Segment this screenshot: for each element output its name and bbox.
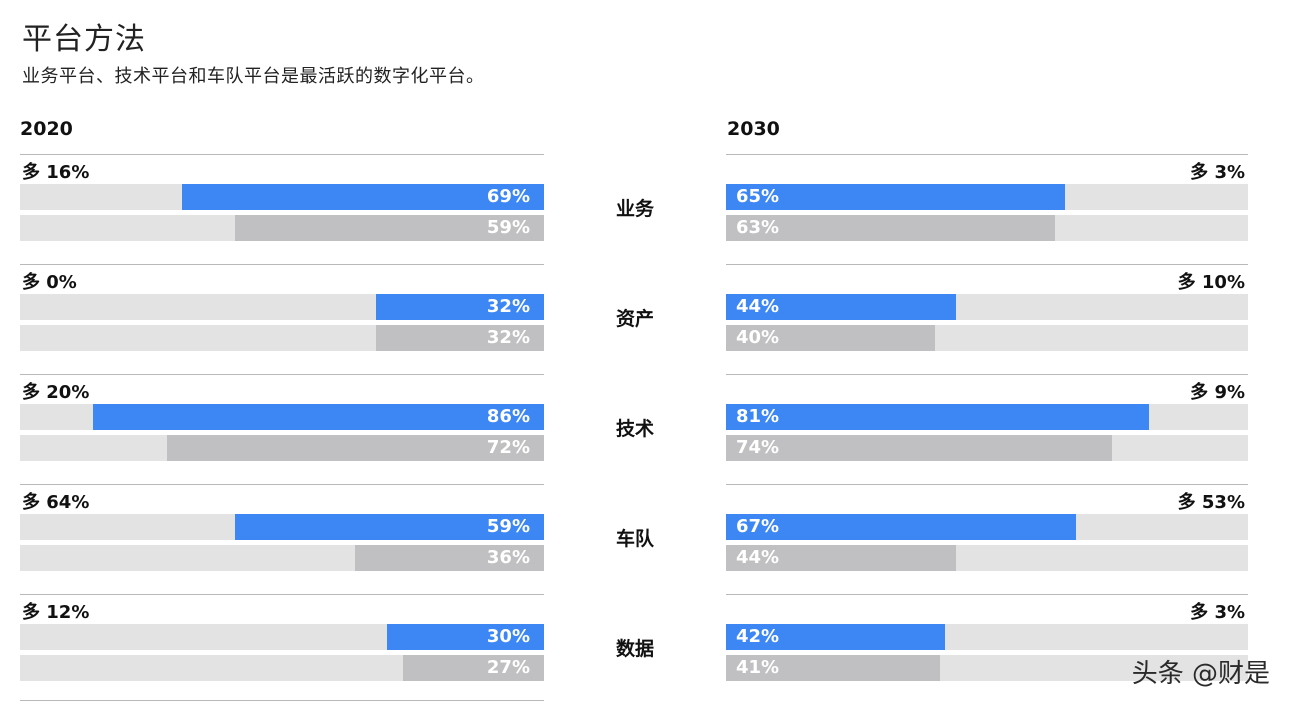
- year-label-2020: 2020: [20, 118, 73, 140]
- row-separator: [726, 154, 1248, 155]
- data-label: 42%: [736, 626, 780, 647]
- data-label: 74%: [736, 437, 780, 458]
- bar-2030-primary: [726, 404, 1149, 430]
- year-label-2030: 2030: [727, 118, 780, 140]
- chart-title: 平台方法: [22, 22, 146, 57]
- data-label: 32%: [486, 296, 530, 317]
- bar-2030-secondary: [726, 325, 935, 351]
- data-label: 30%: [486, 626, 530, 647]
- bar-track: 72%: [20, 435, 544, 461]
- bar-2030-primary: [726, 624, 945, 650]
- diff-label-2020: 多 64%: [22, 492, 90, 513]
- data-label: 36%: [486, 547, 530, 568]
- category-label: 资产: [615, 308, 654, 330]
- bar-2030-secondary: [726, 215, 1055, 241]
- data-label: 67%: [736, 516, 780, 537]
- row-separator: [20, 154, 544, 155]
- data-label: 40%: [736, 327, 780, 348]
- category-label: 车队: [615, 528, 654, 550]
- row-separator: [726, 594, 1248, 595]
- data-label: 81%: [736, 406, 780, 427]
- bar-2030-secondary: [726, 655, 940, 681]
- data-label: 86%: [486, 406, 530, 427]
- bar-track: 74%: [726, 435, 1248, 461]
- bar-track: 44%: [726, 294, 1248, 320]
- watermark: 头条 @财是: [1131, 659, 1270, 689]
- bar-2020-primary: [182, 184, 544, 210]
- bar-2020-secondary: [235, 215, 544, 241]
- data-label: 59%: [486, 217, 530, 238]
- bar-2030-secondary: [726, 545, 956, 571]
- bar-track: 69%: [20, 184, 544, 210]
- data-label: 27%: [486, 657, 530, 678]
- bar-track: 41%: [726, 655, 1248, 681]
- row-separator: [20, 594, 544, 595]
- diff-label-2020: 多 20%: [22, 382, 90, 403]
- bar-track: 65%: [726, 184, 1248, 210]
- bar-2020-secondary: [403, 655, 544, 681]
- data-label: 59%: [486, 516, 530, 537]
- bar-2030-primary: [726, 184, 1065, 210]
- bar-track: 67%: [726, 514, 1248, 540]
- bar-track: 44%: [726, 545, 1248, 571]
- chart-subtitle: 业务平台、技术平台和车队平台是最活跃的数字化平台。: [22, 66, 485, 87]
- diff-label-2030: 多 9%: [1190, 382, 1245, 403]
- row-separator: [20, 700, 544, 701]
- bar-track: 81%: [726, 404, 1248, 430]
- bar-track: 30%: [20, 624, 544, 650]
- diff-label-2030: 多 3%: [1190, 162, 1245, 183]
- bar-2020-primary: [235, 514, 544, 540]
- bar-track: 59%: [20, 514, 544, 540]
- bar-track: 40%: [726, 325, 1248, 351]
- diff-label-2020: 多 12%: [22, 602, 90, 623]
- data-label: 44%: [736, 296, 780, 317]
- row-separator: [20, 264, 544, 265]
- bar-track: 63%: [726, 215, 1248, 241]
- bar-track: 59%: [20, 215, 544, 241]
- category-label: 业务: [615, 198, 654, 220]
- row-separator: [726, 484, 1248, 485]
- bar-track: 86%: [20, 404, 544, 430]
- category-label: 技术: [615, 418, 654, 440]
- bar-2020-primary: [387, 624, 544, 650]
- bar-2020-primary: [376, 294, 544, 320]
- bar-2020-secondary: [376, 325, 544, 351]
- bar-track: 42%: [726, 624, 1248, 650]
- bar-2020-primary: [93, 404, 544, 430]
- diff-label-2030: 多 3%: [1190, 602, 1245, 623]
- data-label: 41%: [736, 657, 780, 678]
- bar-track: 32%: [20, 325, 544, 351]
- row-separator: [20, 374, 544, 375]
- diff-label-2030: 多 10%: [1177, 272, 1245, 293]
- bar-2020-secondary: [355, 545, 544, 571]
- diff-label-2020: 多 0%: [22, 272, 77, 293]
- data-label: 69%: [486, 186, 530, 207]
- bar-track: 32%: [20, 294, 544, 320]
- row-separator: [20, 484, 544, 485]
- data-label: 44%: [736, 547, 780, 568]
- data-label: 72%: [486, 437, 530, 458]
- bar-2030-primary: [726, 294, 956, 320]
- row-separator: [726, 374, 1248, 375]
- bar-2030-primary: [726, 514, 1076, 540]
- bar-2030-secondary: [726, 435, 1112, 461]
- data-label: 65%: [736, 186, 780, 207]
- bar-track: 36%: [20, 545, 544, 571]
- data-label: 63%: [736, 217, 780, 238]
- bar-2020-secondary: [167, 435, 544, 461]
- bar-track: 27%: [20, 655, 544, 681]
- diff-label-2030: 多 53%: [1177, 492, 1245, 513]
- category-label: 数据: [615, 638, 654, 660]
- data-label: 32%: [486, 327, 530, 348]
- diff-label-2020: 多 16%: [22, 162, 90, 183]
- row-separator: [726, 264, 1248, 265]
